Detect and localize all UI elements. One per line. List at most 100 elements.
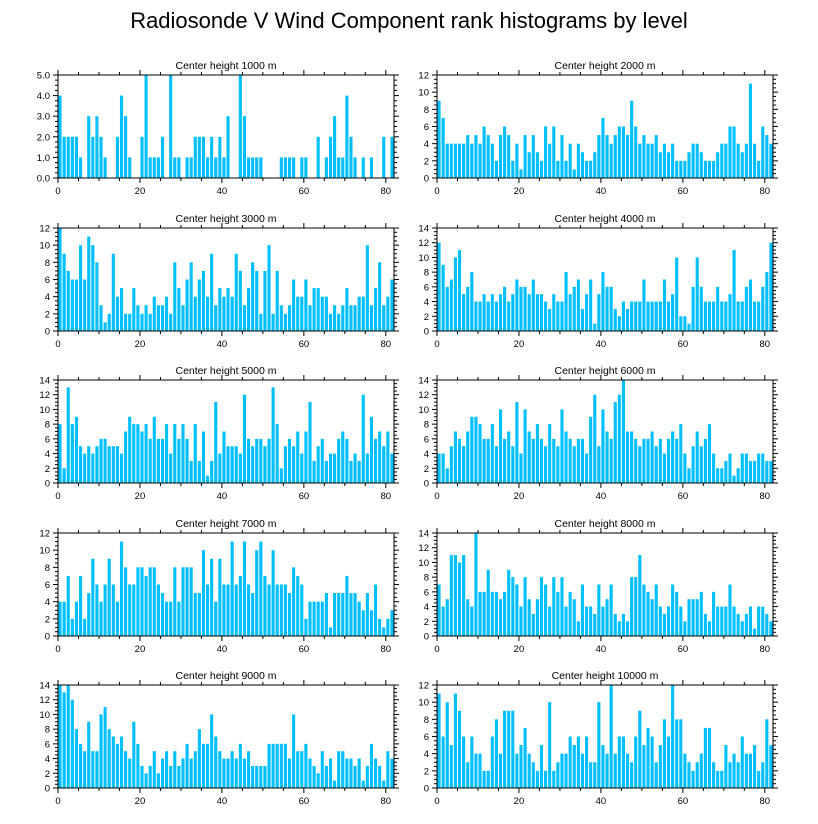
histogram-bar [589,606,593,636]
histogram-bar [345,288,349,331]
histogram-bar [703,438,707,483]
x-tick-label: 80 [381,491,392,502]
histogram-bar [353,765,357,788]
histogram-bar [300,584,304,636]
histogram-bar [507,710,511,788]
histogram-bar [74,729,78,788]
histogram-bar [605,286,609,331]
histogram-bar [474,301,478,331]
histogram-bar [230,446,234,483]
histogram-bar [87,593,91,636]
histogram-bar [99,438,103,483]
histogram-bar [535,599,539,636]
y-tick-label: 10 [39,405,50,416]
histogram-bar [638,446,642,483]
histogram-bar [206,475,210,483]
histogram-bar [246,288,251,331]
x-tick-label: 0 [55,644,60,655]
histogram-bar [589,762,593,788]
histogram-bar [511,446,515,483]
x-tick-label: 80 [381,644,392,655]
histogram-bar [267,438,271,483]
histogram-bar [246,751,251,788]
histogram-bar [78,245,83,331]
histogram-bar [103,322,107,331]
histogram-bar [91,136,95,178]
histogram-bar [70,136,74,178]
y-tick-label: 3.0 [37,112,50,123]
y-tick-label: 4 [45,754,50,765]
histogram-bar [156,773,160,788]
histogram-bar [320,438,324,483]
histogram-bar [345,758,349,788]
x-tick-label: 40 [596,644,607,655]
histogram-bar [300,296,304,331]
histogram-bar [634,736,638,788]
y-tick-label: 14 [418,529,429,540]
histogram-bar [185,157,189,178]
histogram-bar [625,308,630,331]
histogram-bar [87,116,91,178]
histogram-bar [374,584,378,636]
histogram-bar [482,770,486,788]
histogram-bar [650,599,654,636]
histogram-bar [193,136,197,178]
histogram-bar [482,591,486,636]
histogram-bar [580,152,585,178]
histogram-bar [466,431,470,483]
histogram-bar [707,160,712,178]
histogram-bar [630,100,634,178]
histogram-bar [357,601,361,636]
histogram-bar [482,294,486,331]
histogram-bar [585,294,589,331]
histogram-bar [316,601,320,636]
histogram-bar [638,143,642,178]
histogram-bar [103,157,107,178]
histogram-bar [390,610,394,636]
histogram-bar [498,294,503,331]
histogram-bar [312,601,316,636]
x-tick-label: 0 [434,491,439,502]
histogram-bar [148,313,152,331]
histogram-bar [671,431,675,483]
x-tick-label: 80 [760,796,771,807]
histogram-bar [527,599,531,636]
panel-title: Center height 6000 m [555,365,656,377]
histogram-bar [556,160,560,178]
histogram-bar [453,555,457,636]
histogram-bar [490,591,494,636]
histogram-bar [642,279,646,331]
histogram-bar [687,323,691,331]
histogram-bar [345,438,349,483]
histogram-bar [753,628,757,636]
histogram-bar [91,751,95,788]
histogram-bar [206,584,210,636]
histogram-bar [128,758,132,788]
histogram-bar [470,736,474,788]
histogram-bar [478,143,482,178]
histogram-bar [658,301,662,331]
panel-title: Center height 4000 m [555,213,656,225]
histogram-bar [300,453,304,483]
histogram-bar [724,143,728,178]
histogram-bar [490,424,494,483]
histogram-bar [474,533,478,636]
histogram-bar [503,286,507,331]
histogram-bar [548,308,552,331]
histogram-bar [324,460,328,483]
histogram-bar [757,453,761,483]
histogram-bar [271,313,275,331]
histogram-bar [128,313,132,331]
x-tick-label: 40 [596,491,607,502]
histogram-bar [226,116,230,178]
histogram-bar [748,279,753,331]
y-tick-label: 12 [418,238,429,249]
histogram-bar [255,765,259,788]
histogram-bar [646,143,650,178]
histogram-bar [378,618,382,636]
histogram-bar [62,468,66,483]
histogram-bar [634,438,638,483]
histogram-bar [769,143,773,178]
histogram-bar [165,424,169,483]
histogram-bar [201,431,206,483]
